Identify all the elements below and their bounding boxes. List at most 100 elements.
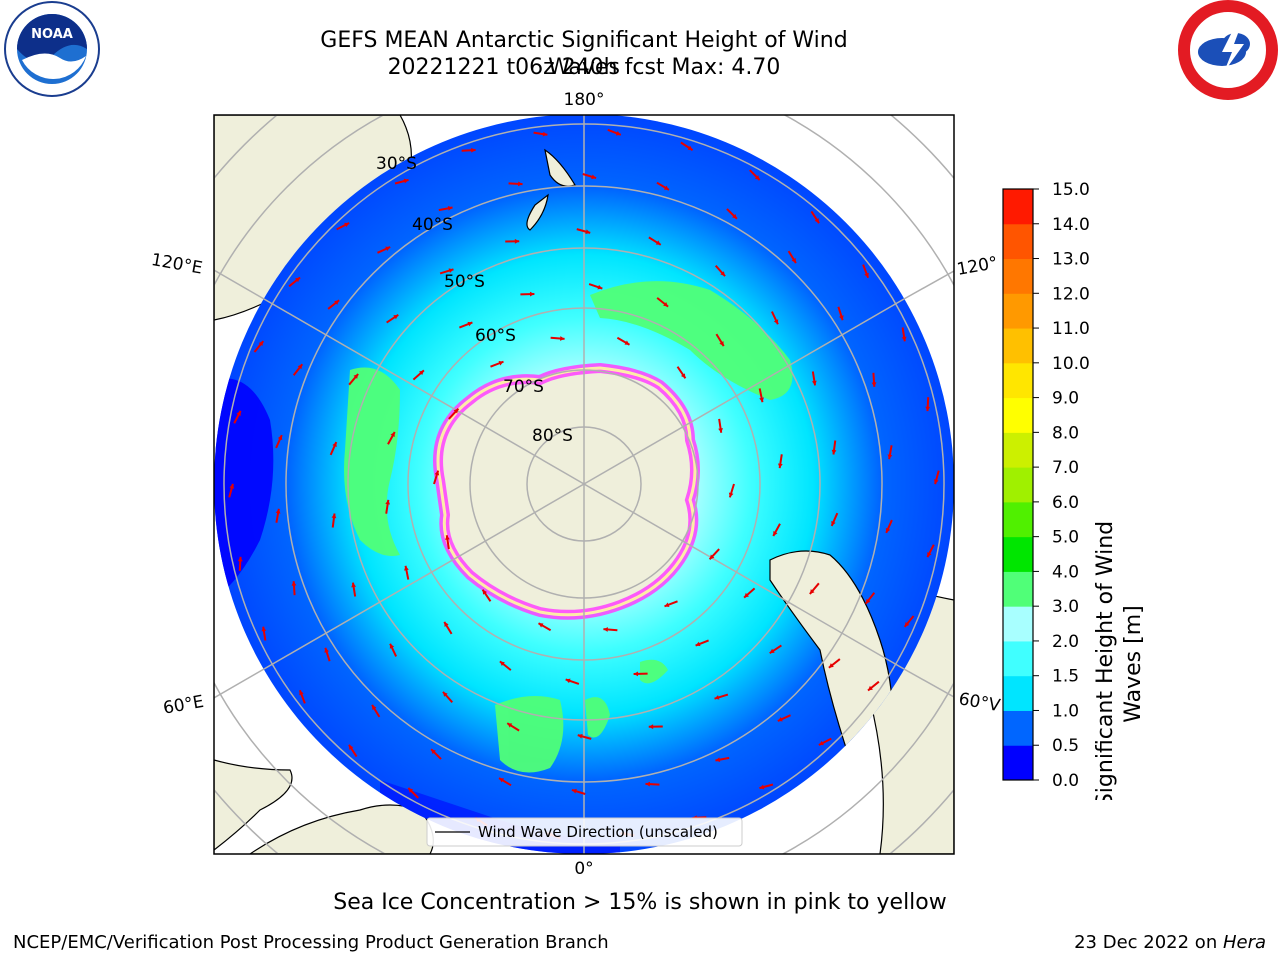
colorbar-cell <box>1003 258 1033 294</box>
wave-arrow-head <box>695 641 701 647</box>
lat-label-70: 70°S <box>503 377 544 397</box>
colorbar-tick-label: 7.0 <box>1052 458 1079 478</box>
colorbar-cell <box>1003 606 1033 642</box>
wave-arrow-head <box>560 336 565 341</box>
colorbar-tick-label: 0.5 <box>1052 736 1079 756</box>
colorbar-tick-label: 10.0 <box>1052 354 1090 374</box>
wave-arrow-head <box>633 671 639 677</box>
wave-arrow-head <box>624 340 630 345</box>
wave-arrow-head <box>408 788 414 793</box>
wave-arrow-head <box>759 397 764 403</box>
wave-arrow-head <box>664 602 670 608</box>
wave-arrow-head <box>709 554 715 560</box>
wave-arrow-head <box>499 661 505 667</box>
wave-arrow-head <box>871 382 877 387</box>
wave-arrow-head <box>393 314 399 320</box>
colorbar-cell <box>1003 745 1033 781</box>
wave-arrow-head <box>261 626 267 632</box>
wave-arrow-head <box>275 508 281 514</box>
wave-arrow-head <box>839 315 844 321</box>
lat-label-60: 60°S <box>475 326 516 346</box>
wave-arrow-head <box>448 268 454 273</box>
colorbar-tick-label: 0.0 <box>1052 771 1079 791</box>
wave-arrow-head <box>277 435 283 441</box>
wave-arrow-head <box>431 749 436 755</box>
colorbar-cell <box>1003 189 1033 225</box>
wave-arrow-head <box>445 535 450 540</box>
wave-arrow-head <box>759 784 765 790</box>
wave-arrow-head <box>585 229 591 234</box>
colorbar-tick-label: 12.0 <box>1052 284 1090 304</box>
wave-arrow-head <box>663 301 669 307</box>
legend-label: Wind Wave Direction (unscaled) <box>478 823 718 841</box>
wave-arrow-head <box>887 454 893 460</box>
wave-arrow-head <box>419 370 424 376</box>
wave-arrow-head <box>499 778 505 783</box>
wave-arrow-head <box>334 300 340 305</box>
colorbar-cell <box>1003 397 1033 433</box>
wave-arrow-head <box>864 272 869 278</box>
map-legend: Wind Wave Direction (unscaled) <box>426 817 743 847</box>
wave-arrow-head <box>831 520 836 526</box>
wave-arrow-head <box>901 336 907 342</box>
wave-arrow-head <box>565 678 571 684</box>
wave-arrow-head <box>648 724 654 730</box>
wave-arrow-head <box>344 222 350 228</box>
wave-arrow-head <box>299 690 304 696</box>
wave-arrow-head <box>615 131 621 136</box>
wave-arrow-head <box>444 621 449 627</box>
wave-arrow-head <box>403 178 409 184</box>
colorbar-cell <box>1003 223 1033 260</box>
wave-arrow-head <box>434 470 440 476</box>
colorbar-tick-label: 4.0 <box>1052 562 1079 582</box>
lon-label-top: 180° <box>564 90 605 110</box>
colorbar-tick-label: 1.5 <box>1052 667 1079 687</box>
wave-arrow-head <box>390 431 395 437</box>
wave-arrow-head <box>297 364 303 370</box>
colorbar-label-line2: Waves [m] <box>1121 605 1146 722</box>
colorbar-tick-label: 6.0 <box>1052 493 1079 513</box>
wave-arrow-head <box>714 695 720 700</box>
colorbar-label-line1: Significant Height of Wind <box>1093 521 1118 800</box>
wave-arrow-head <box>482 589 488 595</box>
wave-arrow-head <box>814 218 820 224</box>
wave-arrow-head <box>404 565 409 571</box>
wave-arrow-head <box>925 406 931 412</box>
colorbar-cell <box>1003 362 1033 399</box>
colorbar-tick-label: 14.0 <box>1052 215 1090 235</box>
wave-arrow-head <box>754 175 760 180</box>
footer-date: 23 Dec 2022 on Hera <box>1074 932 1266 953</box>
wave-arrow-head <box>603 627 608 632</box>
wave-arrow-head <box>258 341 264 346</box>
wave-arrow-head <box>811 380 817 386</box>
wave-arrow-head <box>529 291 535 297</box>
colorbar-tick-label: 2.0 <box>1052 632 1079 652</box>
wave-arrow-head <box>351 582 357 588</box>
colorbar-cell <box>1003 467 1033 503</box>
lat-label-30: 30°S <box>376 154 417 174</box>
colorbar-tick-label: 13.0 <box>1052 250 1090 270</box>
wave-arrow-head <box>518 181 523 187</box>
wave-arrow-head <box>389 643 395 649</box>
wave-arrow-head <box>718 428 723 433</box>
wave-arrow-head <box>498 360 504 366</box>
footer-host: Hera <box>1222 932 1266 953</box>
colorbar-cell <box>1003 710 1033 746</box>
wave-arrow-head <box>507 723 513 728</box>
colorbar-cell <box>1003 571 1033 607</box>
noaa-logo-text: NOAA <box>31 27 73 42</box>
colorbar-cell <box>1003 640 1033 677</box>
colorbar: 0.0 0.5 1.0 1.5 2.0 3.0 4.0 5.0 6.0 7.0 8.0 9.0 10.0… <box>1002 180 1146 800</box>
wave-arrow-head <box>353 373 359 379</box>
wave-arrow-head <box>933 479 939 485</box>
wave-arrow-head <box>229 483 235 489</box>
sea-ice-caption: Sea Ice Concentration > 15% is shown in … <box>333 890 947 915</box>
wave-arrow-head <box>777 463 783 469</box>
wave-arrow-head <box>773 531 778 537</box>
wave-arrow-head <box>867 685 873 691</box>
wave-arrow-head <box>927 552 932 558</box>
colorbar-tick-label: 5.0 <box>1052 528 1079 548</box>
wave-arrow-head <box>773 319 779 325</box>
wave-arrow-head <box>471 147 476 153</box>
